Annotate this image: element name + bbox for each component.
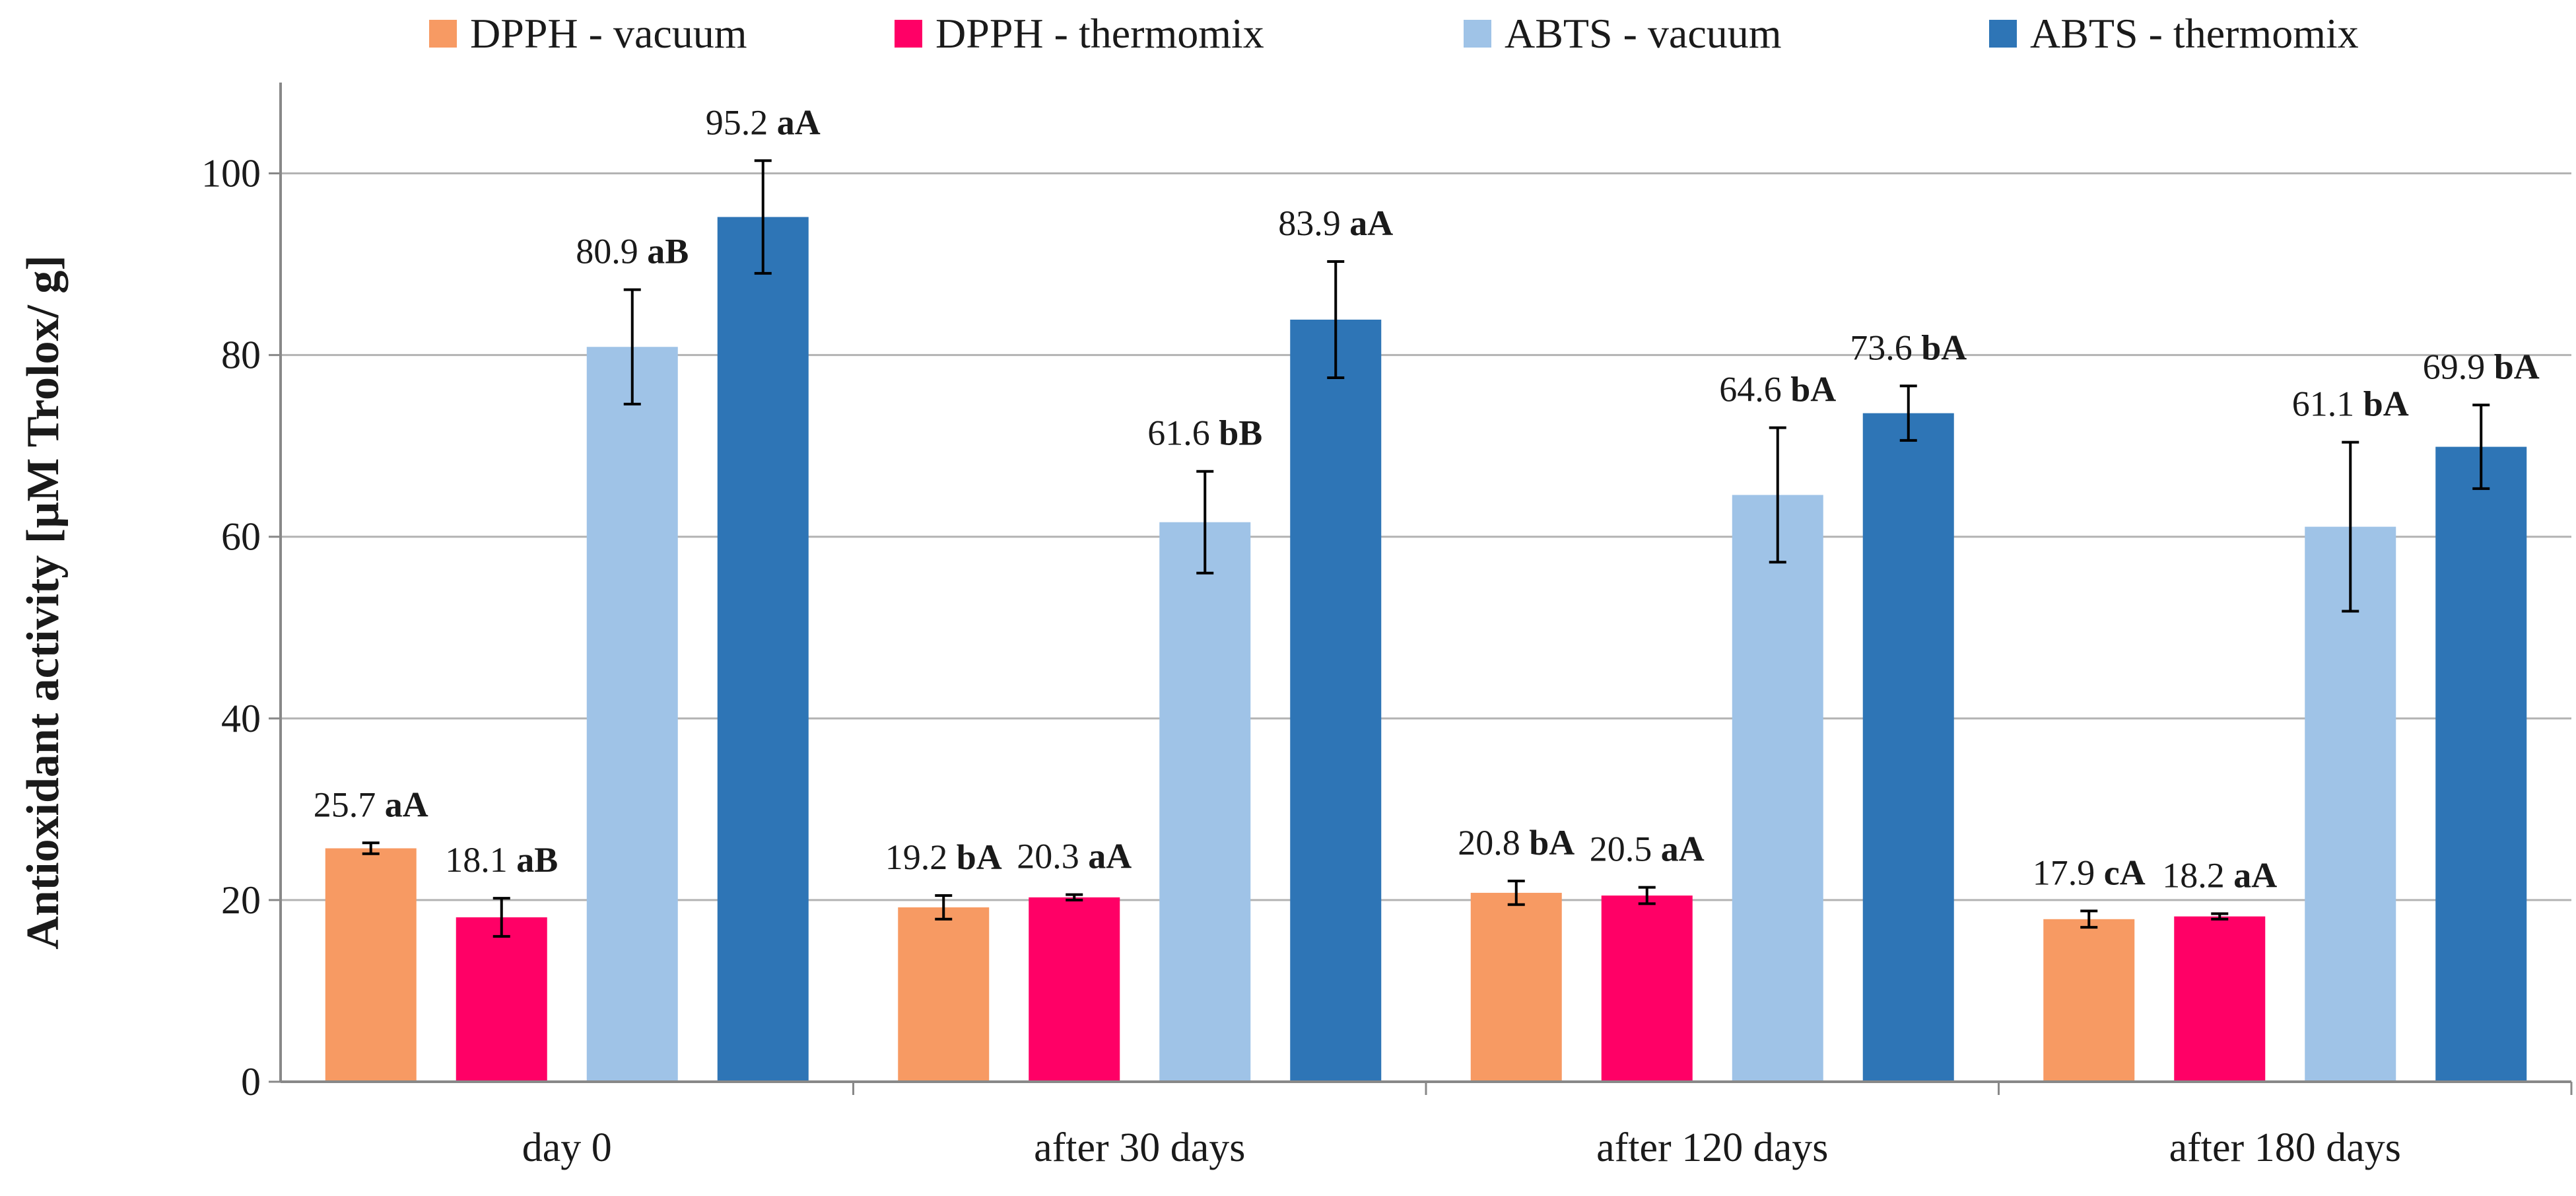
bar-groups: 25.7 aA 19.2 bA 20.8 bA 17.9 cA 18.1 aB 20.3 … (314, 102, 2540, 1082)
data-label: 20.8 bA (1458, 823, 1575, 862)
data-label: 83.9 aA (1278, 203, 1393, 243)
data-label: 19.2 bA (885, 837, 1002, 877)
y-tick-label: 40 (221, 697, 261, 740)
bar (1601, 896, 1693, 1082)
data-label: 18.1 aB (445, 840, 558, 880)
bar (717, 217, 809, 1082)
bar (325, 848, 417, 1082)
y-tick-label: 80 (221, 334, 261, 377)
y-tick-label: 0 (241, 1060, 261, 1104)
series-abts-thermomix: 95.2 aA 83.9 aA 73.6 bA 69.9 bA (706, 102, 2540, 1082)
data-label: 95.2 aA (706, 102, 821, 142)
data-label: 17.9 cA (2033, 853, 2146, 892)
x-tick-label: after 120 days (1596, 1125, 1828, 1170)
data-label: 20.5 aA (1590, 829, 1705, 869)
bar (2174, 916, 2266, 1082)
bar (1732, 495, 1823, 1082)
series-abts-vacuum: 80.9 aB 61.6 bB 64.6 bA 61.1 bA (576, 232, 2409, 1082)
data-label: 80.9 aB (576, 232, 689, 271)
legend-swatch (1989, 20, 2017, 48)
data-label: 61.6 bB (1147, 413, 1262, 453)
bar (1470, 892, 1562, 1082)
bar (898, 907, 990, 1082)
x-axis-ticks: day 0 after 30 days after 120 days after 18… (522, 1082, 2573, 1170)
y-tick-label: 20 (221, 878, 261, 922)
data-label: 18.2 aA (2162, 856, 2277, 896)
bar (1029, 897, 1120, 1082)
y-tick-label: 60 (221, 515, 261, 559)
legend-swatch (429, 20, 457, 48)
y-tick-label: 100 (201, 152, 261, 195)
chart-legend: DPPH - vacuum DPPH - thermomix ABTS - vacu… (429, 10, 2359, 57)
series-dpph-thermomix: 18.1 aB 20.3 aA 20.5 aA 18.2 aA (445, 829, 2277, 1082)
legend-label: DPPH - vacuum (470, 10, 747, 57)
bar (1862, 413, 1954, 1082)
legend-swatch (1464, 20, 1491, 48)
bar (1290, 319, 1382, 1082)
legend-label: DPPH - thermomix (935, 10, 1264, 57)
series-dpph-vacuum: 25.7 aA 19.2 bA 20.8 bA 17.9 cA (314, 785, 2146, 1082)
data-label: 25.7 aA (314, 785, 428, 824)
y-axis-label: Antioxidant activity [µM Trolox/ g] (18, 255, 69, 949)
x-tick-label: after 180 days (2169, 1125, 2401, 1170)
x-tick-label: day 0 (522, 1125, 612, 1170)
bar (586, 347, 678, 1082)
y-axis-ticks: 0 20 40 60 80 100 (201, 152, 261, 1104)
legend-label: ABTS - vacuum (1505, 10, 1782, 57)
legend-label: ABTS - thermomix (2030, 10, 2359, 57)
data-label: 61.1 bA (2292, 384, 2409, 424)
legend-swatch (895, 20, 922, 48)
bar (2435, 446, 2527, 1082)
bar (2305, 526, 2396, 1082)
bar (2043, 919, 2135, 1082)
data-label: 64.6 bA (1719, 370, 1836, 409)
bar (1159, 522, 1251, 1082)
data-label: 20.3 aA (1017, 837, 1132, 876)
x-tick-label: after 30 days (1034, 1125, 1245, 1170)
bar (456, 917, 547, 1082)
data-label: 69.9 bA (2423, 347, 2540, 386)
data-label: 73.6 bA (1850, 328, 1967, 367)
